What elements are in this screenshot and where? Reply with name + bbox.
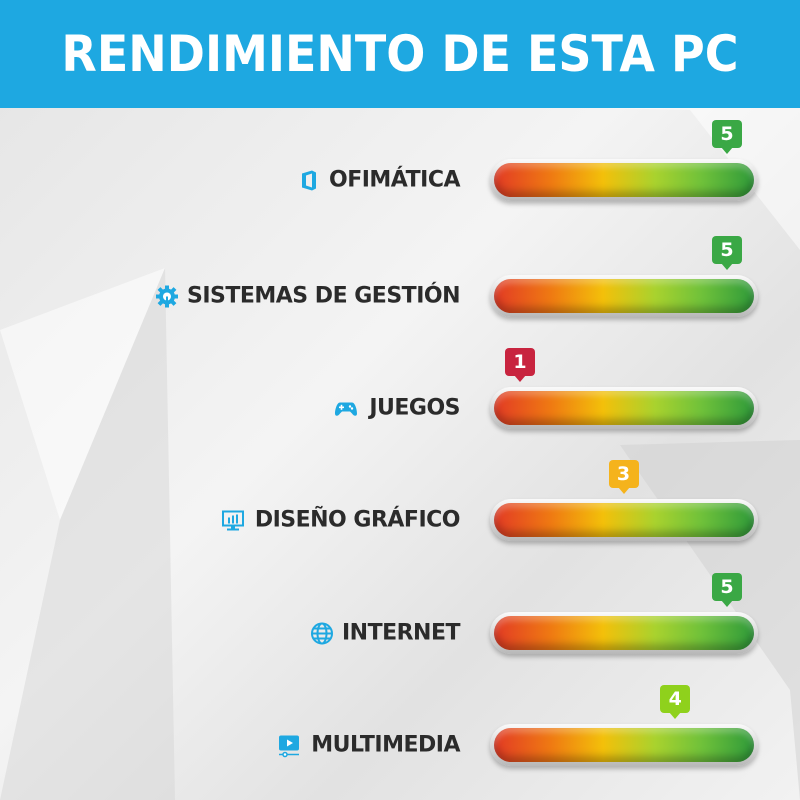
globe-icon [310, 621, 334, 645]
rating-gradient [494, 391, 754, 425]
rating-bar [490, 387, 758, 429]
office-icon [297, 168, 321, 192]
score-marker: 5 [712, 573, 742, 607]
category-name: DISEÑO GRÁFICO [254, 507, 461, 533]
header-banner: RENDIMIENTO DE ESTA PC [0, 0, 800, 108]
category-label: OFIMÁTICA [297, 167, 461, 193]
rating-gradient [494, 279, 754, 313]
rating-bar [490, 724, 758, 766]
category-name: INTERNET [341, 620, 461, 646]
rating-row: MULTIMEDIA 4 [0, 685, 800, 775]
category-name: SISTEMAS DE GESTIÓN [186, 283, 461, 309]
category-label: INTERNET [310, 620, 461, 646]
score-marker: 1 [505, 348, 535, 382]
rating-row: DISEÑO GRÁFICO 3 [0, 460, 800, 550]
rating-row: JUEGOS 1 [0, 348, 800, 438]
gear-wrench-icon [155, 284, 179, 308]
rating-bar [490, 612, 758, 654]
category-label: DISEÑO GRÁFICO [219, 507, 461, 533]
category-name: OFIMÁTICA [329, 167, 461, 193]
rating-gradient [494, 728, 754, 762]
rating-bar [490, 499, 758, 541]
score-marker: 4 [660, 685, 691, 719]
rating-row: OFIMÁTICA 5 [0, 120, 800, 210]
category-name: MULTIMEDIA [311, 732, 460, 758]
rating-gradient [494, 163, 754, 197]
rating-row: INTERNET 5 [0, 573, 800, 663]
page-title: RENDIMIENTO DE ESTA PC [61, 25, 739, 83]
category-label: JUEGOS [331, 396, 460, 421]
rating-bar [490, 159, 758, 201]
video-player-icon [275, 733, 303, 757]
rating-row: SISTEMAS DE GESTIÓN 5 [0, 236, 800, 326]
score-marker: 5 [712, 236, 742, 270]
rating-gradient [494, 503, 754, 537]
rating-bar [490, 275, 758, 317]
score-marker: 3 [608, 460, 639, 494]
category-label: MULTIMEDIA [275, 733, 460, 758]
category-name: JUEGOS [369, 395, 460, 421]
score-marker: 5 [712, 120, 742, 154]
gamepad-icon [331, 396, 361, 420]
category-label: SISTEMAS DE GESTIÓN [155, 283, 461, 309]
rating-gradient [494, 616, 754, 650]
monitor-chart-icon [219, 508, 247, 532]
